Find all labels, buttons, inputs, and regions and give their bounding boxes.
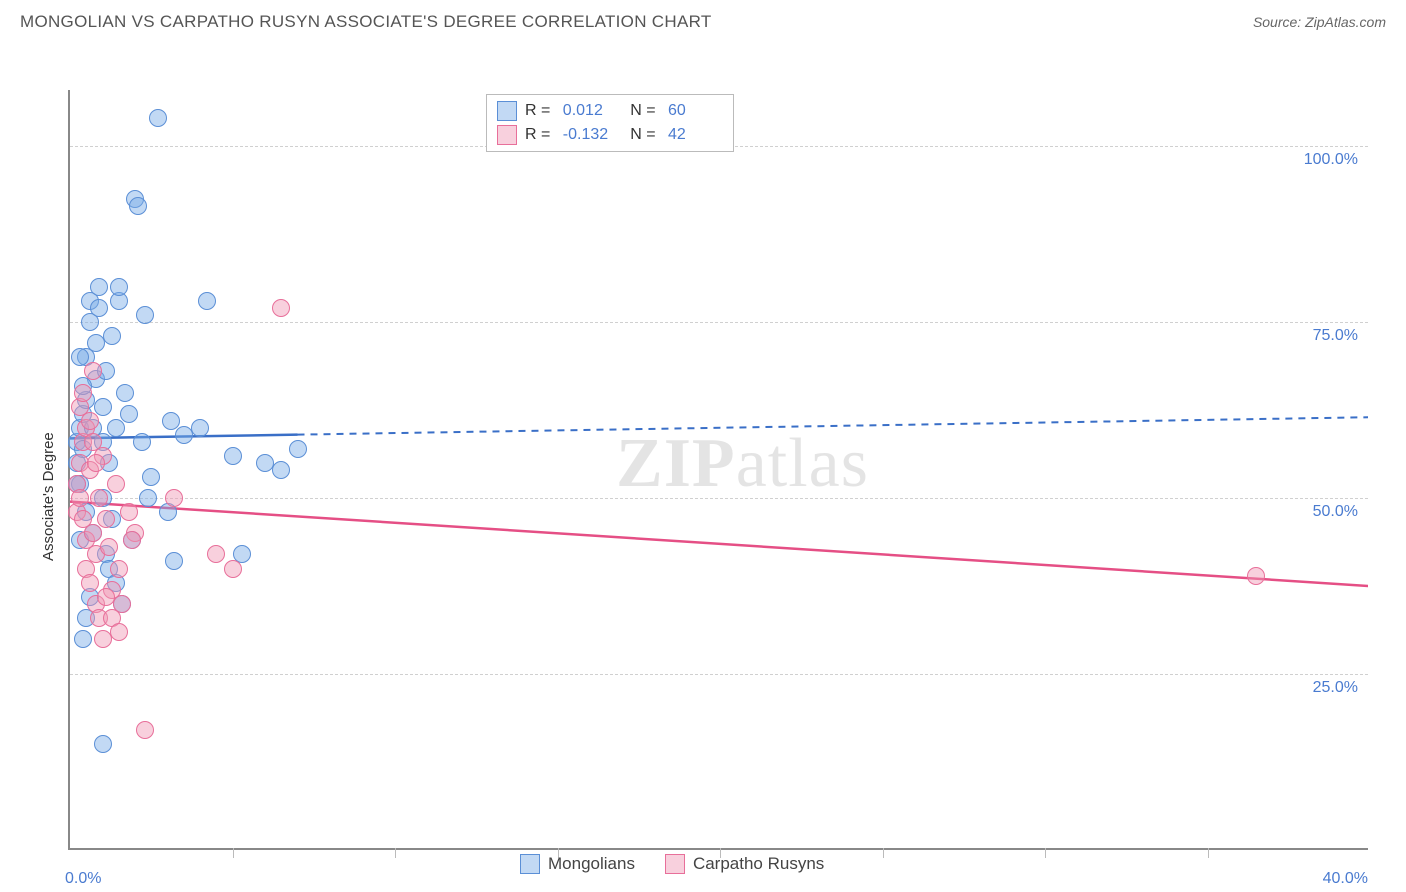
marker-mongolians <box>107 419 125 437</box>
gridline-h <box>70 498 1368 499</box>
y-axis-title: Associate's Degree <box>40 432 57 561</box>
stats-n-value: 42 <box>668 126 723 144</box>
marker-carpatho <box>110 560 128 578</box>
legend-swatch <box>520 854 540 874</box>
marker-carpatho <box>84 524 102 542</box>
marker-mongolians <box>129 197 147 215</box>
marker-carpatho <box>1247 567 1265 585</box>
chart-source: Source: ZipAtlas.com <box>1253 14 1386 30</box>
marker-mongolians <box>149 109 167 127</box>
marker-carpatho <box>123 531 141 549</box>
marker-carpatho <box>90 489 108 507</box>
stats-n-value: 60 <box>668 102 723 120</box>
marker-carpatho <box>97 588 115 606</box>
stats-r-label: R = <box>525 126 555 144</box>
legend-item: Carpatho Rusyns <box>665 854 824 874</box>
legend-label: Carpatho Rusyns <box>693 854 824 874</box>
marker-carpatho <box>81 412 99 430</box>
marker-mongolians <box>74 630 92 648</box>
marker-carpatho <box>136 721 154 739</box>
marker-mongolians <box>133 433 151 451</box>
stats-n-label: N = <box>626 102 660 120</box>
marker-mongolians <box>272 461 290 479</box>
watermark: ZIPatlas <box>616 424 869 504</box>
y-tick-label: 25.0% <box>1313 679 1358 697</box>
x-tick <box>233 848 234 858</box>
y-tick-label: 75.0% <box>1313 327 1358 345</box>
swatch-carpatho <box>497 125 517 145</box>
marker-carpatho <box>87 454 105 472</box>
gridline-h <box>70 322 1368 323</box>
stats-r-value: 0.012 <box>563 102 618 120</box>
gridline-h <box>70 674 1368 675</box>
legend-item: Mongolians <box>520 854 635 874</box>
x-tick <box>883 848 884 858</box>
marker-carpatho <box>107 475 125 493</box>
marker-mongolians <box>165 552 183 570</box>
marker-mongolians <box>191 419 209 437</box>
y-tick-label: 100.0% <box>1304 151 1358 169</box>
x-tick <box>395 848 396 858</box>
stats-n-label: N = <box>626 126 660 144</box>
y-tick-label: 50.0% <box>1313 503 1358 521</box>
marker-carpatho <box>224 560 242 578</box>
marker-mongolians <box>224 447 242 465</box>
x-tick-label: 0.0% <box>65 870 101 888</box>
marker-mongolians <box>139 489 157 507</box>
chart-header: MONGOLIAN VS CARPATHO RUSYN ASSOCIATE'S … <box>0 0 1406 40</box>
legend-label: Mongolians <box>548 854 635 874</box>
marker-carpatho <box>120 503 138 521</box>
marker-carpatho <box>71 489 89 507</box>
swatch-mongolians <box>497 101 517 121</box>
x-tick <box>1208 848 1209 858</box>
marker-mongolians <box>289 440 307 458</box>
stats-row-carpatho: R = -0.132 N = 42 <box>497 123 723 147</box>
plot-area: 25.0%50.0%75.0%100.0%0.0%40.0%ZIPatlasR … <box>68 90 1368 850</box>
marker-carpatho <box>84 433 102 451</box>
legend-swatch <box>665 854 685 874</box>
marker-mongolians <box>90 299 108 317</box>
marker-carpatho <box>100 538 118 556</box>
marker-carpatho <box>165 489 183 507</box>
marker-mongolians <box>136 306 154 324</box>
trendline-carpatho-solid <box>70 502 1368 586</box>
stats-box: R = 0.012 N = 60R = -0.132 N = 42 <box>486 94 734 152</box>
marker-mongolians <box>116 384 134 402</box>
marker-mongolians <box>120 405 138 423</box>
marker-carpatho <box>272 299 290 317</box>
marker-carpatho <box>74 384 92 402</box>
marker-carpatho <box>81 574 99 592</box>
marker-mongolians <box>110 278 128 296</box>
marker-mongolians <box>103 327 121 345</box>
chart-title: MONGOLIAN VS CARPATHO RUSYN ASSOCIATE'S … <box>20 12 712 32</box>
marker-carpatho <box>110 623 128 641</box>
marker-mongolians <box>90 278 108 296</box>
x-tick <box>1045 848 1046 858</box>
marker-mongolians <box>94 735 112 753</box>
trendline-mongolians-dashed <box>298 417 1369 434</box>
bottom-legend: Mongolians Carpatho Rusyns <box>520 854 824 874</box>
stats-r-value: -0.132 <box>563 126 618 144</box>
marker-carpatho <box>97 510 115 528</box>
marker-carpatho <box>84 362 102 380</box>
x-tick-label: 40.0% <box>1323 870 1368 888</box>
stats-r-label: R = <box>525 102 555 120</box>
marker-carpatho <box>207 545 225 563</box>
marker-mongolians <box>198 292 216 310</box>
marker-mongolians <box>142 468 160 486</box>
stats-row-mongolians: R = 0.012 N = 60 <box>497 99 723 123</box>
marker-mongolians <box>94 398 112 416</box>
